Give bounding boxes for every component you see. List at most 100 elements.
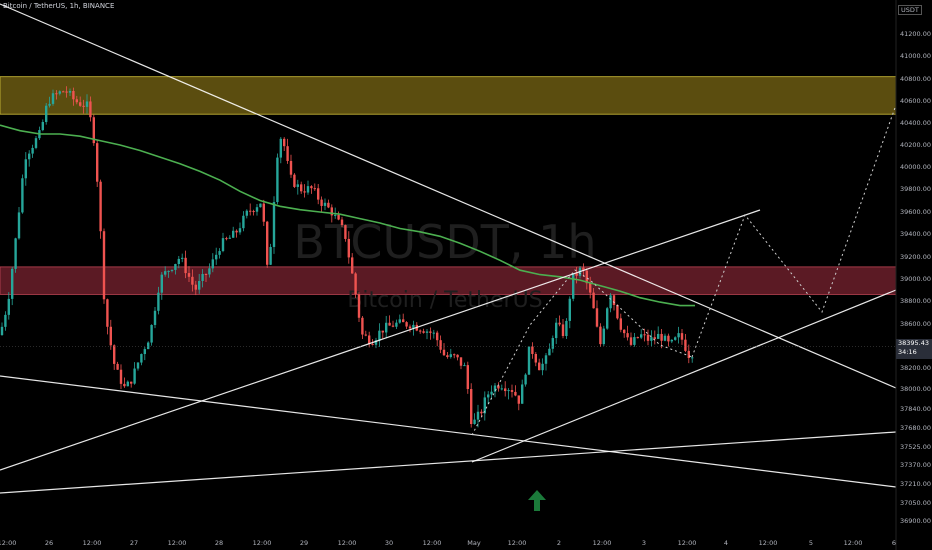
candle-body xyxy=(58,91,61,94)
y-tick-label: 37050.00 xyxy=(900,499,931,507)
candle-body xyxy=(317,188,320,200)
x-tick-label: 12:00 xyxy=(253,539,272,547)
candle-body xyxy=(0,326,4,335)
candle-body xyxy=(602,328,605,345)
candle-body xyxy=(347,238,350,258)
candle-body xyxy=(456,354,459,358)
candle-body xyxy=(334,214,337,216)
candle-body xyxy=(187,273,191,277)
x-tick-label: 12:00 xyxy=(508,539,527,547)
candle-body xyxy=(565,320,568,337)
candle-body xyxy=(167,270,170,272)
candle-body xyxy=(14,238,17,269)
candle-body xyxy=(680,333,684,340)
candle-body xyxy=(663,335,667,341)
candle-body xyxy=(408,326,412,329)
candle-body xyxy=(82,105,85,107)
candle-body xyxy=(133,368,136,384)
candle-body xyxy=(643,334,646,336)
y-tick-label: 38000.00 xyxy=(900,385,931,393)
candle-body xyxy=(395,322,398,327)
candle-body xyxy=(31,147,34,154)
candle-body xyxy=(201,274,204,281)
candle-body xyxy=(487,394,490,398)
candle-body xyxy=(75,99,78,103)
candle-body xyxy=(619,318,622,330)
candle-body xyxy=(374,340,378,345)
y-tick-label: 38600.00 xyxy=(900,320,931,328)
candle-body xyxy=(453,354,456,356)
y-tick-label: 39800.00 xyxy=(900,185,931,193)
candle-body xyxy=(153,310,157,325)
candle-body xyxy=(657,333,660,339)
candle-body xyxy=(102,231,106,300)
candle-body xyxy=(79,102,82,106)
candle-body xyxy=(296,184,299,187)
x-tick-label: 6 xyxy=(892,539,896,547)
x-tick-label: 12:00 xyxy=(844,539,863,547)
candle-body xyxy=(34,138,38,148)
candle-body xyxy=(249,210,252,212)
watermark-name: Bitcoin / TetherUS xyxy=(347,288,542,313)
y-tick-label: 40200.00 xyxy=(900,141,931,149)
candle-body xyxy=(514,391,517,396)
candle-body xyxy=(113,345,116,364)
candle-body xyxy=(470,389,473,425)
candle-body xyxy=(283,138,286,147)
candle-body xyxy=(623,329,626,334)
candle-body xyxy=(521,384,524,404)
candle-body xyxy=(429,331,432,333)
candle-body xyxy=(640,334,643,338)
x-tick-label: 26 xyxy=(45,539,53,547)
y-tick-label: 37370.00 xyxy=(900,461,931,469)
candle-body xyxy=(323,202,327,206)
candle-body xyxy=(344,225,347,239)
x-tick-label: 5 xyxy=(809,539,813,547)
chart-title: Bitcoin / TetherUS, 1h, BINANCE xyxy=(3,2,115,10)
candles-layer xyxy=(0,86,694,428)
candle-body xyxy=(368,335,371,344)
candle-body xyxy=(439,340,442,350)
candle-body xyxy=(255,207,259,212)
candle-body xyxy=(269,246,272,265)
zones-layer xyxy=(0,76,897,295)
candle-body xyxy=(259,203,262,208)
currency-label[interactable]: USDT xyxy=(898,5,922,15)
watermark: BTCUSDT, 1h Bitcoin / TetherUS xyxy=(293,215,596,313)
candle-body xyxy=(555,322,558,339)
y-tick-label: 41200.00 xyxy=(900,30,931,38)
candle-body xyxy=(466,365,469,390)
candle-body xyxy=(490,391,493,395)
candle-body xyxy=(286,146,289,161)
candle-body xyxy=(252,211,255,213)
candle-body xyxy=(351,257,354,274)
bar-countdown: 34:16 xyxy=(898,347,917,356)
candle-body xyxy=(510,390,514,392)
candle-body xyxy=(242,215,245,229)
candle-body xyxy=(310,186,313,189)
candle-body xyxy=(544,355,548,364)
candle-body xyxy=(143,349,146,355)
candle-body xyxy=(497,385,500,389)
candle-body xyxy=(272,202,276,247)
candle-body xyxy=(147,342,150,350)
candle-body xyxy=(150,324,153,343)
candle-body xyxy=(279,138,282,158)
x-tick-label: 28 xyxy=(215,539,223,547)
candle-body xyxy=(629,337,633,345)
candle-body xyxy=(136,362,140,369)
watermark-ticker: BTCUSDT, 1h xyxy=(293,215,596,269)
candle-body xyxy=(653,337,656,339)
candle-body xyxy=(381,330,384,333)
candle-body xyxy=(432,332,435,334)
candle-body xyxy=(442,349,446,356)
trendline xyxy=(0,3,897,389)
zone-supply xyxy=(0,76,897,115)
candle-body xyxy=(4,314,7,327)
x-tick-label: 29 xyxy=(300,539,308,547)
candle-body xyxy=(289,160,293,175)
candle-body xyxy=(45,105,48,122)
candle-body xyxy=(677,333,680,338)
x-tick-label: 12:00 xyxy=(168,539,187,547)
